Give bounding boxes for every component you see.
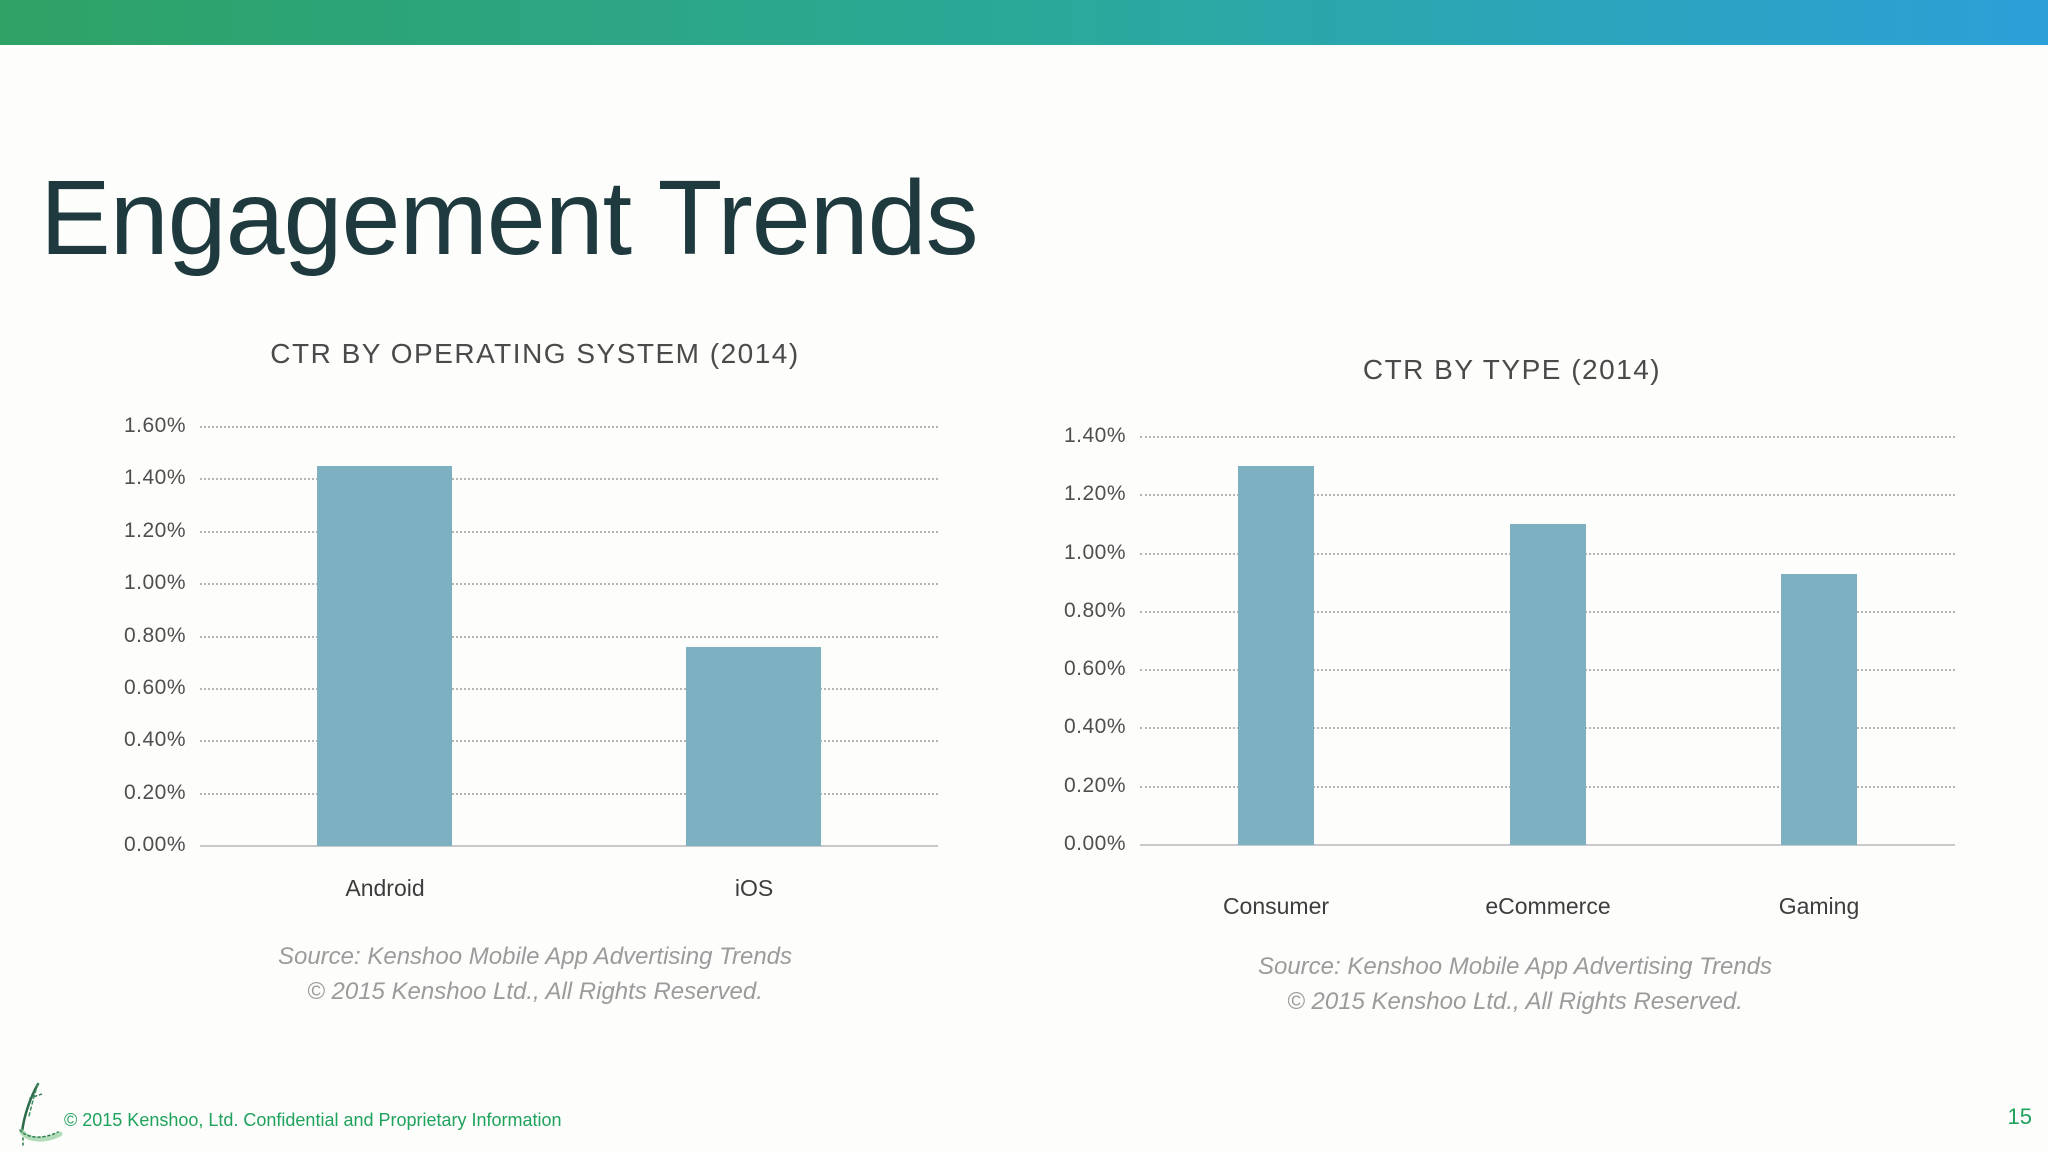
chart-ctr-by-type: CTR BY TYPE (2014) Source: Kenshoo Mobil… [1050, 330, 2000, 1030]
y-axis-tick-label: 0.00% [1063, 832, 1126, 855]
chart-source-note: Source: Kenshoo Mobile App Advertising T… [1165, 950, 1865, 1020]
chart-title: CTR BY OPERATING SYSTEM (2014) [270, 338, 800, 369]
confidentiality-notice: © 2015 Kenshoo, Ltd. Confidential and Pr… [64, 1110, 562, 1130]
bar-gaming [1781, 574, 1857, 845]
x-axis-line [1140, 844, 1955, 846]
x-axis-label-gaming: Gaming [1778, 893, 1860, 919]
gridline [200, 478, 938, 480]
bar-consumer [1238, 466, 1314, 845]
y-axis-tick-label: 1.40% [1063, 424, 1126, 447]
chart-ctr-by-operating-system: CTR BY OPERATING SYSTEM (2014) Source: K… [80, 330, 980, 1030]
y-axis-tick-label: 0.00% [123, 833, 186, 856]
gridline [200, 583, 938, 585]
y-axis-tick-label: 0.40% [1063, 715, 1126, 738]
y-axis-tick-label: 0.20% [1063, 774, 1126, 797]
copyright-line: © 2015 Kenshoo Ltd., All Rights Reserved… [307, 977, 763, 1005]
x-axis-line [200, 845, 938, 847]
copyright-line: © 2015 Kenshoo Ltd., All Rights Reserved… [1287, 987, 1743, 1015]
gridline [200, 688, 938, 690]
gridline [200, 636, 938, 638]
bar-ios [686, 647, 821, 846]
gridline [1140, 494, 1955, 496]
y-axis-tick-label: 1.60% [123, 414, 186, 437]
y-axis-tick-label: 1.20% [123, 519, 186, 542]
page-number: 15 [2007, 1104, 2032, 1129]
y-axis-tick-label: 1.00% [1063, 541, 1126, 564]
gridline [200, 531, 938, 533]
source-line: Source: Kenshoo Mobile App Advertising T… [277, 943, 793, 970]
y-axis-tick-label: 0.60% [123, 676, 186, 699]
y-axis-tick-label: 0.60% [1063, 657, 1126, 680]
bar-ecommerce [1510, 524, 1586, 845]
y-axis-tick-label: 1.20% [1063, 482, 1126, 505]
chart-source-note: Source: Kenshoo Mobile App Advertising T… [185, 940, 885, 1010]
x-axis-label-ecommerce: eCommerce [1485, 893, 1611, 919]
gridline [200, 793, 938, 795]
bar-android [317, 466, 452, 846]
top-gradient-bar [0, 0, 2048, 45]
kenshoo-sketch-logo-icon [19, 1082, 63, 1149]
x-axis-label-consumer: Consumer [1222, 893, 1330, 919]
chart-title: CTR BY TYPE (2014) [1362, 354, 1662, 385]
x-axis-label-ios: iOS [734, 875, 774, 901]
y-axis-tick-label: 0.80% [123, 624, 186, 647]
y-axis-tick-label: 0.20% [123, 781, 186, 804]
gridline [1140, 436, 1955, 438]
gridline [200, 740, 938, 742]
page-title: Engagement Trends [40, 159, 979, 278]
y-axis-tick-label: 1.00% [123, 571, 186, 594]
source-line: Source: Kenshoo Mobile App Advertising T… [1257, 953, 1773, 980]
gridline [200, 426, 938, 428]
x-axis-label-android: Android [345, 875, 425, 901]
y-axis-tick-label: 0.40% [123, 728, 186, 751]
y-axis-tick-label: 1.40% [123, 466, 186, 489]
y-axis-tick-label: 0.80% [1063, 599, 1126, 622]
